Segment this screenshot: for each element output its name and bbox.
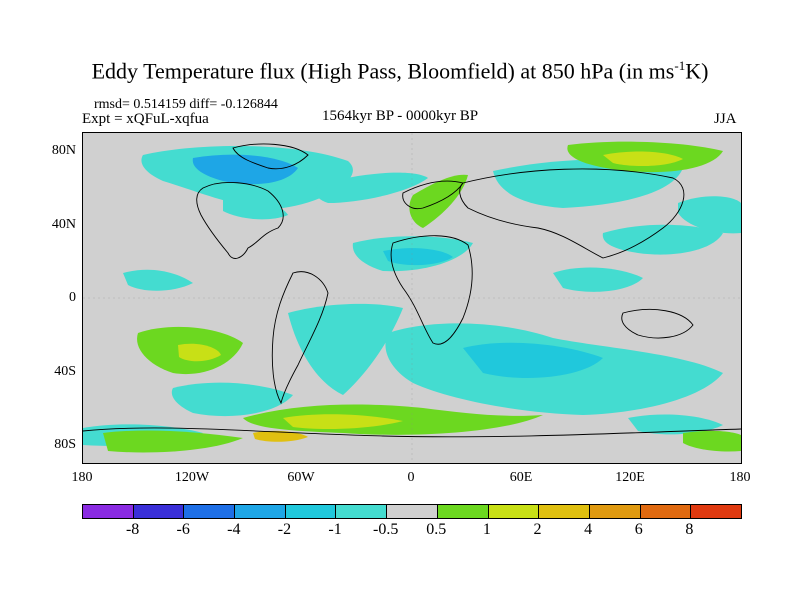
flux-region (223, 196, 288, 220)
legend-swatch (437, 505, 489, 518)
legend-label: -0.5 (373, 521, 399, 538)
legend-swatch (83, 505, 134, 518)
x-tick-label: 0 (407, 470, 415, 485)
map-panel (82, 132, 742, 464)
legend-swatch (133, 505, 185, 518)
x-tick-label: 120W (174, 470, 210, 485)
legend-label: -4 (227, 521, 241, 538)
legend-label: 2 (533, 521, 542, 538)
legend-swatch (336, 505, 388, 518)
experiment-label: Expt = xQFuL-xqfua (82, 111, 209, 127)
negative-flux-regions (83, 145, 741, 447)
stats-text: rmsd= 0.514159 diff= -0.126844 (94, 97, 278, 112)
legend-swatch (640, 505, 692, 518)
y-tick-label: 80S (54, 437, 76, 452)
legend-swatch (589, 505, 641, 518)
legend-label: 1 (482, 521, 491, 538)
flux-region (123, 269, 193, 291)
legend-label: -6 (176, 521, 190, 538)
flux-region (628, 414, 723, 435)
legend-label: 0.5 (426, 521, 447, 538)
flux-region (178, 343, 221, 362)
flux-region (171, 382, 293, 417)
legend-label: -8 (125, 521, 140, 538)
positive-flux-regions (103, 141, 741, 453)
x-tick-label: 180 (71, 470, 93, 485)
x-tick-label: 60E (509, 470, 533, 485)
legend-swatch (691, 505, 741, 518)
legend-swatch (539, 505, 590, 518)
flux-region (103, 430, 243, 453)
legend-label: -2 (277, 521, 292, 538)
legend-label: 6 (634, 521, 643, 538)
gridlines (83, 133, 741, 463)
y-tick-label: 40S (54, 364, 76, 379)
legend-swatch (235, 505, 286, 518)
flux-region (678, 196, 741, 234)
flux-region (253, 430, 308, 442)
legend-swatch (285, 505, 337, 518)
coastlines (83, 143, 741, 438)
legend-swatch (488, 505, 540, 518)
y-tick-label: 40N (51, 217, 76, 232)
legend-label: 8 (685, 521, 694, 538)
flux-region (192, 154, 298, 185)
legend-swatch (387, 505, 438, 518)
color-legend (82, 504, 742, 519)
flux-region (283, 414, 403, 429)
flux-region (603, 151, 683, 167)
x-tick-label: 60W (287, 470, 315, 485)
flux-region (683, 430, 741, 452)
flux-region (463, 342, 603, 378)
chart-title: Eddy Temperature flux (High Pass, Bloomf… (91, 58, 709, 84)
legend-label: -1 (328, 521, 342, 538)
y-tick-label: 0 (69, 290, 76, 305)
season-label: JJA (714, 111, 737, 127)
x-tick-label: 120E (615, 470, 645, 485)
x-tick-label: 180 (729, 470, 751, 485)
period-label: 1564kyr BP - 0000kyr BP (322, 108, 479, 124)
flux-map (83, 133, 741, 463)
flux-region (553, 267, 643, 292)
legend-label: 4 (584, 521, 593, 538)
y-tick-label: 80N (51, 143, 76, 158)
flux-region (383, 248, 453, 266)
flux-region (602, 224, 723, 255)
legend-swatch (184, 505, 236, 518)
flux-region (315, 172, 428, 203)
